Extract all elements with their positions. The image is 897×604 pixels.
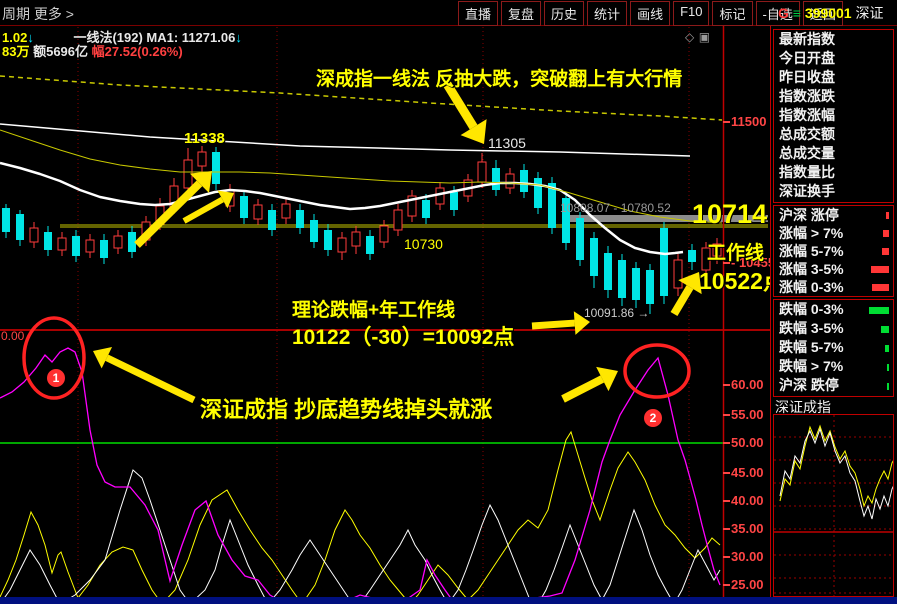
sidebar-row: 涨幅 5-7%	[774, 242, 893, 260]
sidebar-row: 总成交量	[779, 145, 835, 161]
sidebar-row: 跌幅 5-7%	[774, 338, 893, 357]
axis-label: - 10455	[731, 255, 776, 270]
axis-label: 30.00	[731, 549, 764, 564]
axis-label: 55.00	[731, 407, 764, 422]
axis-label: 25.00	[731, 577, 764, 592]
sidebar-row: 沪深 跌停	[774, 376, 893, 395]
toolbar-button-画线[interactable]: 画线	[630, 1, 671, 26]
price-partial: 1.02	[2, 30, 28, 45]
toolbar-button--自选[interactable]: -自选	[755, 1, 800, 26]
work-line-label: 工作线	[707, 243, 765, 264]
ma1-value: MA1: 11271.06	[146, 30, 236, 45]
change-value: 幅27.52(0.26%)	[91, 44, 183, 59]
axis-label: 35.00	[731, 521, 764, 536]
toolbar-button-返回[interactable]: 返回	[802, 1, 843, 26]
down-arrow-icon: ↓	[27, 30, 34, 45]
stock-name: 深证	[855, 5, 884, 21]
stock-info: G ≡ 399001 深证	[778, 3, 883, 23]
distribution-bar	[887, 382, 889, 390]
main-chart[interactable]	[0, 0, 770, 604]
axis-label: 60.00	[731, 377, 764, 392]
sidebar-row: 涨幅 > 7%	[774, 224, 893, 242]
axis-label: 50.00	[731, 435, 764, 450]
volume-value: 83万	[2, 44, 30, 59]
range-label: 10808.07 - 10780.52	[560, 201, 671, 215]
down-arrow-icon: ↓	[235, 30, 242, 45]
distribution-bar	[885, 344, 889, 352]
level-10714-label: 10714	[692, 199, 768, 229]
menu-icon[interactable]: ≡	[792, 5, 801, 21]
bottom-annotation: 深证成指 抄底趋势线掉头就涨	[200, 397, 493, 422]
sidebar-row: 今日开盘	[779, 50, 835, 66]
mid-annotation-1: 理论跌幅+年工作线	[292, 300, 456, 321]
sidebar-row: 指数涨幅	[779, 107, 835, 123]
distribution-bar	[869, 306, 889, 314]
sidebar-row: 深证换手	[779, 183, 835, 199]
index-fields-panel: 最新指数今日开盘昨日收盘指数涨跌指数涨幅总成交额总成交量指数量比深证换手	[773, 29, 894, 203]
sidebar-row: 昨日收盘	[779, 69, 835, 85]
distribution-bar	[882, 248, 889, 255]
circle-badge-1: 1	[47, 369, 65, 387]
line-10730-label: 10730	[404, 236, 443, 252]
mini-chart-panel[interactable]	[773, 414, 897, 597]
mid-annotation-2: 10122（-30）=10092点	[292, 326, 515, 349]
distribution-bar	[887, 363, 889, 371]
toolbar-button-F10[interactable]: F10	[673, 1, 710, 26]
toolbar-button-标记[interactable]: 标记	[712, 1, 753, 26]
axis-label: 40.00	[731, 493, 764, 508]
volume-info-row: 83万 额5696亿 幅27.52(0.26%)	[2, 41, 183, 60]
mini-chart-title: 深证成指	[775, 399, 831, 415]
stock-code: 399001	[804, 5, 852, 21]
axis-label: 11500	[731, 114, 767, 129]
sidebar-row: 最新指数	[779, 31, 835, 47]
distribution-bar	[871, 266, 889, 273]
horizontal-scrollbar[interactable]	[0, 597, 897, 604]
amount-value: 额5696亿	[33, 44, 89, 59]
toolbar-button-统计[interactable]: 统计	[587, 1, 628, 26]
toolbar-buttons: 直播 复盘 历史 统计 画线 F10 标记 -自选 返回	[458, 1, 843, 26]
sidebar-row: 涨幅 0-3%	[774, 278, 893, 296]
advancers-panel: 沪深 涨停 涨幅 > 7% 涨幅 5-7% 涨幅 3-5% 涨幅 0-3%	[773, 205, 894, 297]
sidebar-row: 指数量比	[779, 164, 835, 180]
right-sidebar: 最新指数今日开盘昨日收盘指数涨跌指数涨幅总成交额总成交量指数量比深证换手 沪深 …	[770, 25, 897, 597]
indicator-info-row: 1.02↓ 一线法(192) MA1: 11271.06↓	[2, 27, 242, 46]
sidebar-row: 沪深 涨停	[774, 206, 893, 224]
distribution-bar	[881, 325, 889, 333]
top-toolbar: 周期 更多 > 直播 复盘 历史 统计 画线 F10 标记 -自选 返回 G ≡ 399001 …	[0, 0, 897, 26]
distribution-bar	[883, 230, 889, 237]
axis-left-partial: 0.00	[1, 329, 25, 343]
sidebar-row: 总成交额	[779, 126, 835, 142]
distribution-bar	[872, 284, 889, 291]
axis-label: 45.00	[731, 465, 764, 480]
decliners-panel: 跌幅 0-3% 跌幅 3-5% 跌幅 5-7% 跌幅 > 7% 沪深 跌停	[773, 299, 894, 397]
peak1-label: 11338	[184, 130, 225, 147]
line-method-label: 一线法(192)	[73, 30, 143, 45]
period-more-menu[interactable]: 周期 更多 >	[2, 6, 74, 22]
mini-intraday-chart	[774, 415, 897, 596]
toolbar-button-历史[interactable]: 历史	[544, 1, 585, 26]
toolbar-button-复盘[interactable]: 复盘	[501, 1, 542, 26]
circle-badge-2: 2	[644, 409, 662, 427]
sidebar-row: 涨幅 3-5%	[774, 260, 893, 278]
toolbar-button-直播[interactable]: 直播	[458, 1, 499, 26]
top-annotation: 深成指一线法 反抽大跌，突破翻上有大行情	[316, 69, 683, 90]
screen-icon[interactable]: ▣	[698, 30, 711, 44]
distribution-bar	[886, 212, 889, 219]
diamond-icon[interactable]: ◇	[685, 30, 695, 44]
low-price-label: 10091.86 →	[584, 306, 650, 320]
peak2-label: 11305	[488, 135, 526, 151]
sidebar-row: 跌幅 > 7%	[774, 357, 893, 376]
sidebar-row: 指数涨跌	[779, 88, 835, 104]
sidebar-row: 跌幅 3-5%	[774, 319, 893, 338]
sidebar-row: 跌幅 0-3%	[774, 300, 893, 319]
g-indicator: G	[778, 5, 789, 21]
